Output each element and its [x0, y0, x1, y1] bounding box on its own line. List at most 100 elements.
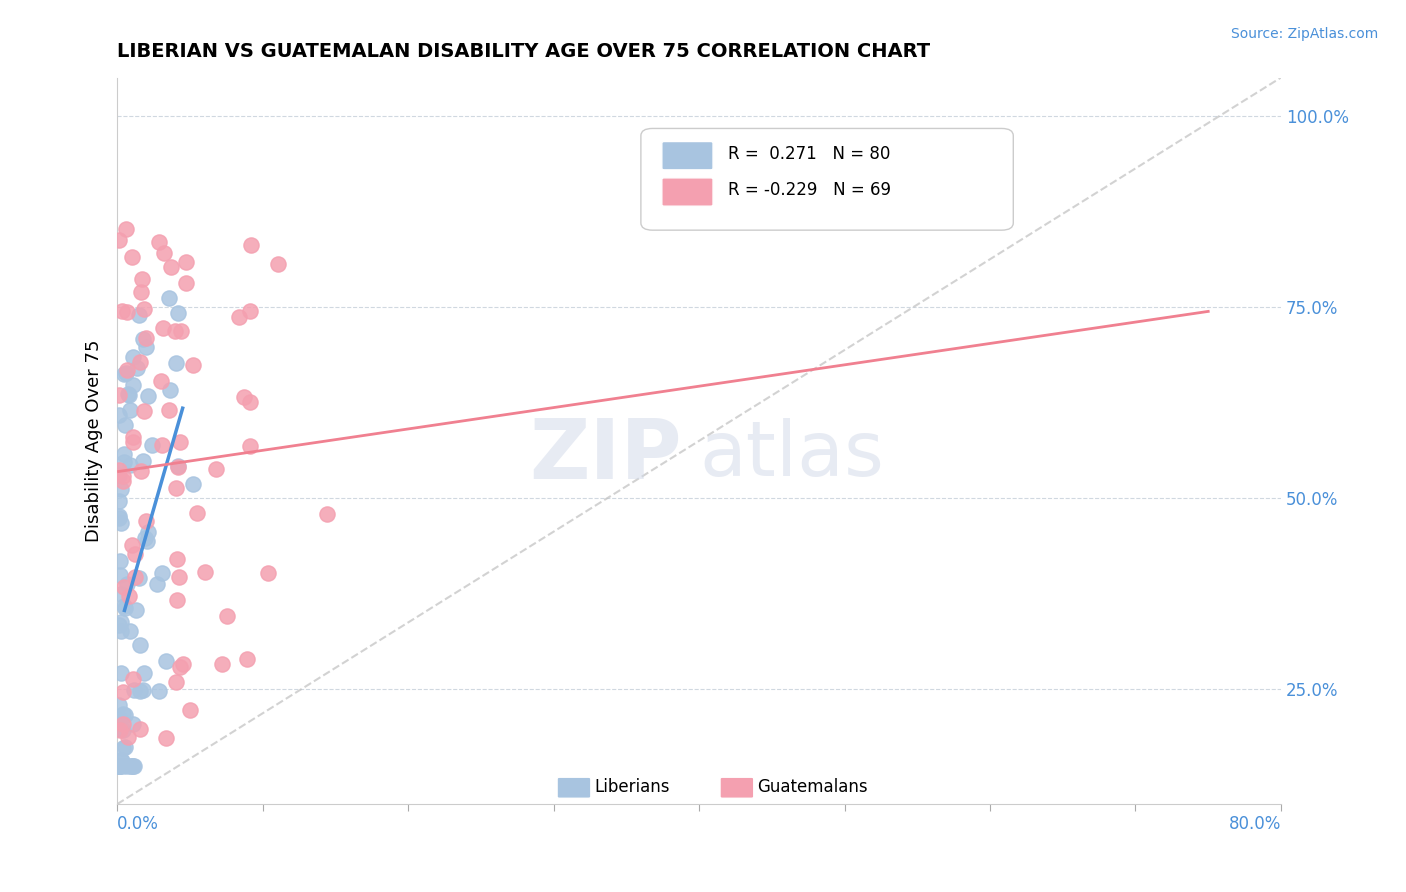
Point [172, 657, 194, 671]
Point [118, 403, 141, 417]
Point [128, 308, 150, 322]
Point [110, 516, 132, 530]
Point [132, 666, 155, 681]
Point [194, 565, 217, 579]
Point [155, 731, 177, 746]
Point [267, 257, 290, 271]
Point [117, 731, 139, 745]
Point [107, 233, 129, 247]
Point [118, 388, 141, 402]
Point [118, 458, 141, 472]
Point [107, 759, 129, 773]
Point [107, 494, 129, 508]
Point [148, 684, 170, 698]
Point [167, 460, 190, 475]
Point [167, 570, 190, 584]
Text: ZIP: ZIP [530, 415, 682, 496]
Point [122, 683, 145, 698]
Point [122, 430, 145, 444]
Point [110, 665, 132, 680]
Point [108, 508, 131, 523]
Point [169, 434, 191, 449]
Point [110, 759, 132, 773]
Point [112, 707, 135, 722]
FancyBboxPatch shape [720, 777, 754, 798]
Point [124, 548, 146, 562]
Point [152, 321, 174, 335]
Point [108, 713, 131, 727]
Point [122, 434, 145, 449]
Point [150, 374, 173, 388]
Point [111, 741, 134, 756]
Point [108, 720, 131, 734]
FancyBboxPatch shape [641, 128, 1014, 230]
Point [107, 759, 129, 773]
Point [217, 609, 239, 624]
Point [107, 408, 129, 422]
FancyBboxPatch shape [662, 178, 713, 206]
Point [132, 301, 155, 316]
Point [122, 378, 145, 392]
FancyBboxPatch shape [662, 142, 713, 169]
Point [138, 389, 160, 403]
Point [135, 514, 157, 528]
Point [121, 250, 143, 264]
Point [114, 366, 136, 380]
Point [107, 722, 129, 736]
Point [132, 332, 155, 346]
Point [174, 255, 197, 269]
Point [159, 383, 181, 397]
Point [169, 660, 191, 674]
Point [114, 222, 136, 236]
Point [211, 657, 233, 671]
Point [169, 324, 191, 338]
Point [129, 638, 152, 652]
Point [166, 593, 188, 607]
Point [141, 438, 163, 452]
Point [107, 618, 129, 632]
Point [120, 759, 142, 773]
Point [128, 354, 150, 368]
Point [157, 403, 180, 417]
Point [316, 507, 339, 521]
Point [110, 753, 132, 767]
Point [111, 685, 134, 699]
Point [150, 566, 173, 580]
Point [135, 533, 157, 548]
Point [129, 684, 152, 698]
Point [110, 587, 132, 601]
Point [112, 368, 135, 382]
Point [165, 481, 187, 495]
Point [167, 306, 190, 320]
Point [155, 654, 177, 668]
Point [110, 615, 132, 630]
Point [122, 350, 145, 364]
Point [108, 567, 131, 582]
Point [122, 759, 145, 773]
Point [107, 759, 129, 773]
Point [131, 285, 153, 300]
Point [233, 391, 256, 405]
Point [129, 722, 152, 736]
Point [129, 464, 152, 478]
Point [132, 453, 155, 467]
Point [117, 362, 139, 376]
Point [111, 754, 134, 768]
Point [120, 759, 142, 773]
Point [128, 571, 150, 585]
Text: LIBERIAN VS GUATEMALAN DISABILITY AGE OVER 75 CORRELATION CHART: LIBERIAN VS GUATEMALAN DISABILITY AGE OV… [117, 42, 931, 61]
Point [117, 304, 139, 318]
Point [112, 599, 135, 614]
Point [115, 759, 138, 773]
Point [160, 260, 183, 274]
Point [228, 310, 250, 324]
Point [112, 455, 135, 469]
Text: Guatemalans: Guatemalans [758, 779, 868, 797]
Point [239, 303, 262, 318]
Point [132, 683, 155, 698]
Point [125, 603, 148, 617]
Point [112, 759, 135, 773]
Point [121, 538, 143, 552]
Point [114, 418, 136, 433]
Point [108, 467, 131, 482]
